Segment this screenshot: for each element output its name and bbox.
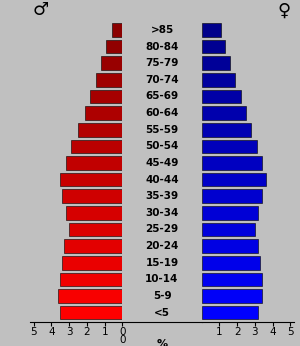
Text: 50-54: 50-54	[145, 141, 179, 151]
Bar	[65, 206, 122, 220]
Text: ♂: ♂	[33, 1, 49, 19]
Bar	[202, 189, 262, 203]
Text: 35-39: 35-39	[146, 191, 178, 201]
Bar	[60, 273, 122, 286]
Text: 25-29: 25-29	[146, 225, 178, 235]
Bar	[202, 90, 241, 103]
Bar	[78, 123, 122, 137]
Text: ♀: ♀	[278, 1, 291, 19]
Bar	[202, 139, 257, 153]
Text: 65-69: 65-69	[146, 91, 178, 101]
Text: 45-49: 45-49	[145, 158, 179, 168]
Bar	[58, 289, 122, 303]
Text: 55-59: 55-59	[146, 125, 178, 135]
Text: 10-14: 10-14	[145, 274, 179, 284]
Bar	[69, 223, 122, 236]
Text: 5-9: 5-9	[153, 291, 171, 301]
X-axis label: %: %	[156, 339, 168, 346]
Bar	[202, 56, 230, 70]
Text: 80-84: 80-84	[145, 42, 179, 52]
Text: 75-79: 75-79	[145, 58, 179, 68]
Bar	[62, 189, 122, 203]
Bar	[202, 123, 251, 137]
Bar	[202, 73, 236, 86]
Bar	[202, 206, 259, 220]
Bar	[96, 73, 122, 86]
Text: >85: >85	[150, 25, 174, 35]
Bar	[60, 173, 122, 186]
Bar	[202, 223, 255, 236]
Text: <5: <5	[154, 308, 170, 318]
Bar	[64, 239, 122, 253]
Bar	[202, 306, 259, 319]
Bar	[202, 40, 225, 53]
Bar	[60, 306, 122, 319]
Text: 0: 0	[119, 335, 126, 345]
Bar	[202, 239, 259, 253]
Bar	[202, 173, 266, 186]
Bar	[202, 156, 262, 170]
Text: 30-34: 30-34	[145, 208, 179, 218]
Bar	[71, 139, 122, 153]
Text: 70-74: 70-74	[145, 75, 179, 85]
Bar	[202, 106, 246, 120]
Bar	[106, 40, 122, 53]
Bar	[202, 256, 260, 270]
Bar	[90, 90, 122, 103]
Text: 15-19: 15-19	[146, 258, 178, 268]
Text: 40-44: 40-44	[145, 175, 179, 184]
Bar	[85, 106, 122, 120]
Bar	[202, 23, 221, 37]
Text: 20-24: 20-24	[145, 241, 179, 251]
Bar	[202, 273, 262, 286]
Bar	[202, 289, 262, 303]
Bar	[62, 256, 122, 270]
Bar	[112, 23, 122, 37]
Bar	[65, 156, 122, 170]
Text: 60-64: 60-64	[145, 108, 179, 118]
Bar	[101, 56, 122, 70]
